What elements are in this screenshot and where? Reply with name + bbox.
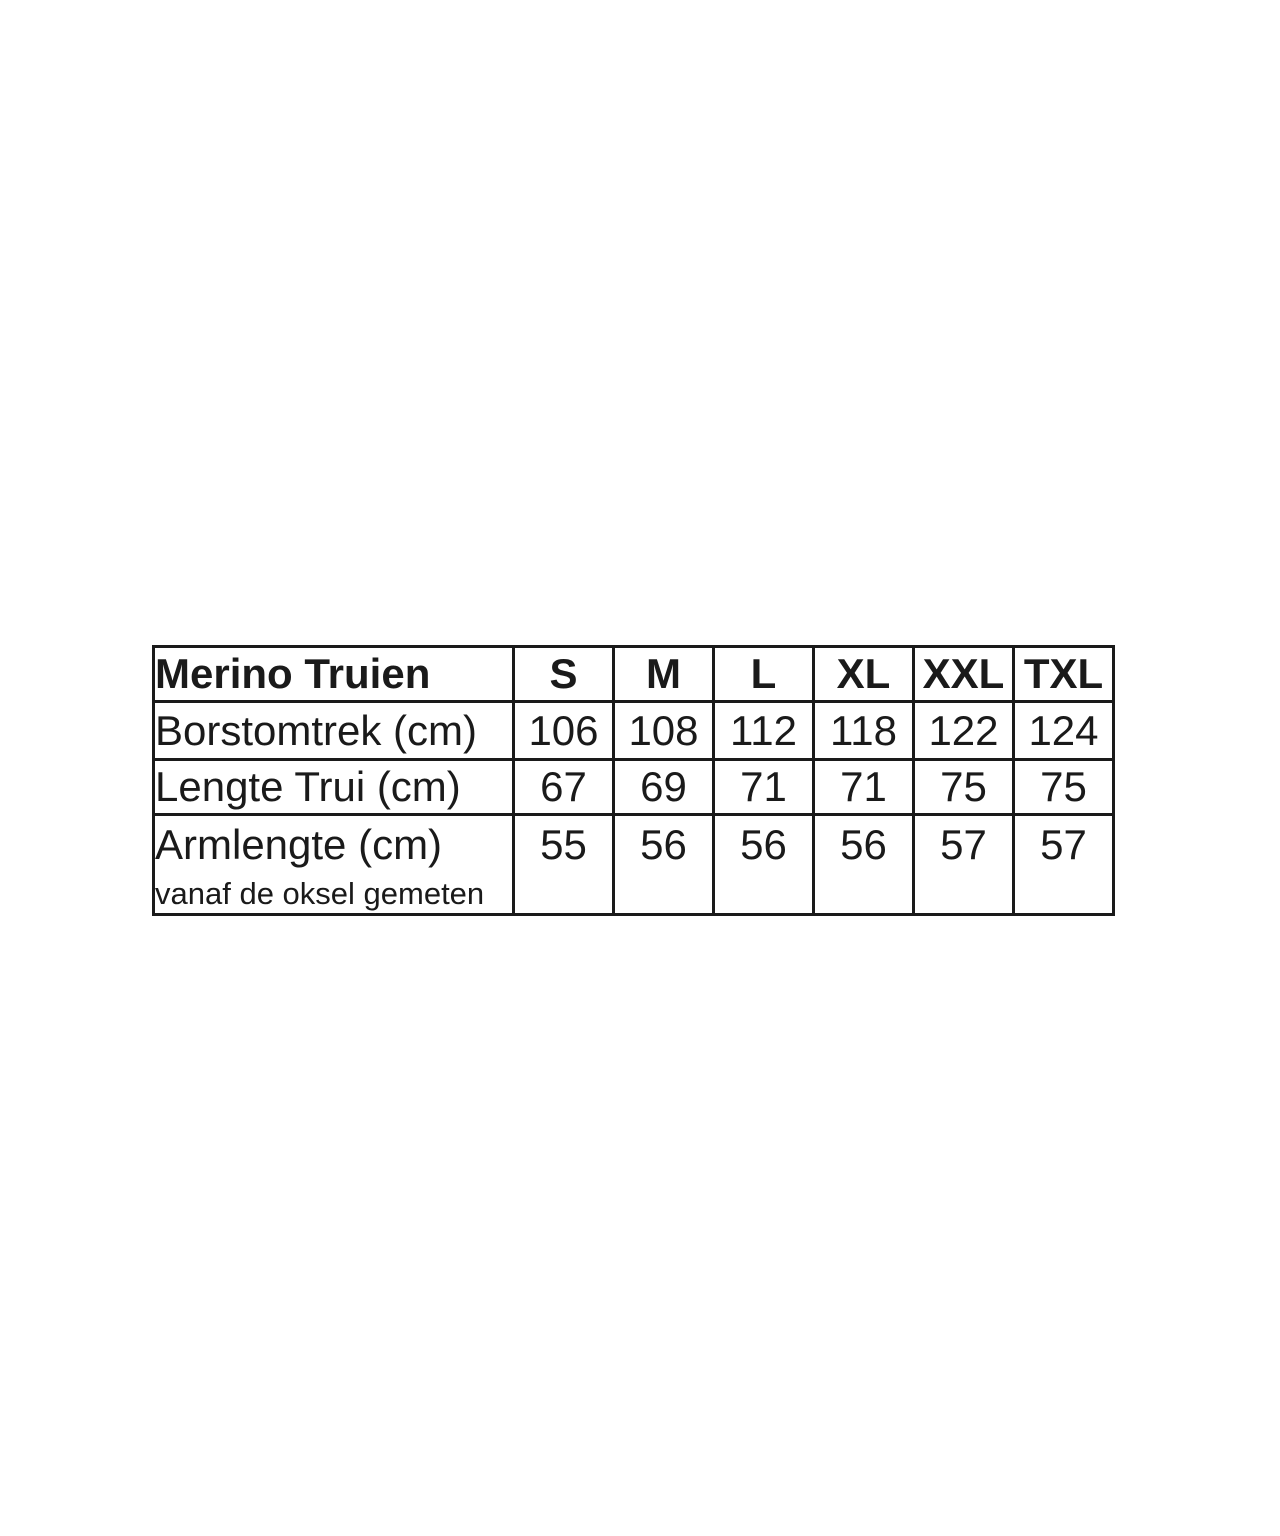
cell-armlengte-l: 56 (712, 813, 815, 916)
size-chart-table: Merino Truien S M L XL XXL TXL Borstomtr… (152, 645, 1115, 916)
row-label-armlengte: Armlengte (cm) vanaf de oksel gemeten (152, 813, 515, 916)
cell-armlengte-s: 55 (512, 813, 615, 916)
cell-armlengte-xxl: 57 (912, 813, 1015, 916)
row-label-lengte-trui: Lengte Trui (cm) (152, 758, 515, 816)
cell-armlengte-m: 56 (612, 813, 715, 916)
armlengte-label: Armlengte (cm) (155, 821, 443, 868)
armlengte-note: vanaf de oksel gemeten (155, 876, 485, 911)
cell-borstomtrek-s: 106 (512, 700, 615, 761)
size-header-xl: XL (812, 645, 915, 703)
cell-lengte-xxl: 75 (912, 758, 1015, 816)
cell-armlengte-xl: 56 (812, 813, 915, 916)
row-label-borstomtrek: Borstomtrek (cm) (152, 700, 515, 761)
table-row-armlengte: Armlengte (cm) vanaf de oksel gemeten 55… (152, 813, 1115, 916)
cell-lengte-txl: 75 (1012, 758, 1115, 816)
header-row: Merino Truien S M L XL XXL TXL (152, 645, 1115, 703)
table-title: Merino Truien (152, 645, 515, 703)
table-row-lengte-trui: Lengte Trui (cm) 67 69 71 71 75 75 (152, 758, 1115, 816)
cell-borstomtrek-m: 108 (612, 700, 715, 761)
cell-lengte-s: 67 (512, 758, 615, 816)
cell-lengte-xl: 71 (812, 758, 915, 816)
size-header-xxl: XXL (912, 645, 1015, 703)
cell-armlengte-txl: 57 (1012, 813, 1115, 916)
size-header-s: S (512, 645, 615, 703)
size-header-txl: TXL (1012, 645, 1115, 703)
cell-borstomtrek-xl: 118 (812, 700, 915, 761)
cell-lengte-m: 69 (612, 758, 715, 816)
cell-lengte-l: 71 (712, 758, 815, 816)
cell-borstomtrek-l: 112 (712, 700, 815, 761)
cell-borstomtrek-xxl: 122 (912, 700, 1015, 761)
size-header-l: L (712, 645, 815, 703)
cell-borstomtrek-txl: 124 (1012, 700, 1115, 761)
table-row-borstomtrek: Borstomtrek (cm) 106 108 112 118 122 124 (152, 700, 1115, 761)
size-chart-container: Merino Truien S M L XL XXL TXL Borstomtr… (152, 645, 1115, 916)
size-header-m: M (612, 645, 715, 703)
